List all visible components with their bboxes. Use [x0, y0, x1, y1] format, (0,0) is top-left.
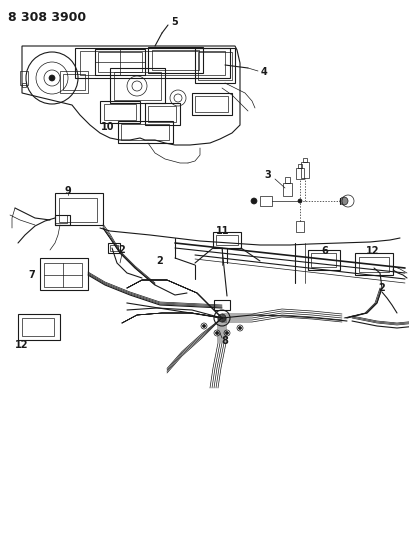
Circle shape [218, 314, 225, 322]
Text: 10: 10 [101, 122, 115, 132]
Text: 8 308 3900: 8 308 3900 [8, 11, 86, 24]
Bar [44, 263, 82, 287]
Text: 7: 7 [29, 270, 35, 280]
Bar [22, 318, 54, 336]
Bar [145, 103, 180, 125]
Text: 6: 6 [321, 246, 328, 256]
Text: 3: 3 [264, 170, 271, 180]
Bar [55, 215, 70, 225]
Bar [20, 71, 28, 85]
Bar [121, 124, 169, 140]
Bar [59, 198, 97, 222]
Bar [310, 253, 335, 267]
Bar [55, 215, 67, 223]
Bar [216, 235, 237, 245]
Bar [198, 52, 231, 80]
Bar [100, 101, 139, 123]
Bar [191, 93, 231, 115]
Bar [108, 243, 120, 253]
Text: 8: 8 [221, 336, 228, 346]
Bar [148, 47, 202, 73]
Bar [284, 177, 289, 183]
Bar [22, 83, 26, 87]
Bar [80, 51, 225, 75]
Bar [295, 221, 303, 232]
Text: 2: 2 [118, 245, 125, 255]
Text: 12: 12 [15, 340, 29, 350]
Text: 2: 2 [156, 256, 163, 266]
Bar [18, 314, 60, 340]
Text: 2: 2 [378, 283, 384, 293]
Bar [60, 71, 88, 93]
Bar [75, 48, 229, 78]
Bar [95, 49, 145, 75]
Bar [55, 193, 103, 225]
Bar [282, 183, 291, 196]
Bar [354, 253, 392, 275]
Circle shape [215, 332, 218, 335]
Text: 5: 5 [171, 17, 178, 27]
Bar [118, 121, 173, 143]
Bar [110, 68, 164, 103]
Text: 11: 11 [216, 226, 229, 236]
Bar [98, 52, 142, 72]
Bar [259, 196, 271, 206]
Bar [213, 300, 229, 310]
Bar [114, 72, 161, 100]
Circle shape [49, 75, 55, 81]
Bar [195, 96, 227, 112]
Circle shape [238, 327, 241, 329]
Bar [104, 104, 136, 120]
Circle shape [297, 199, 301, 203]
Bar [302, 158, 306, 162]
Text: 9: 9 [65, 186, 71, 196]
Bar [148, 106, 175, 122]
Bar [213, 232, 240, 248]
Bar [307, 250, 339, 270]
Circle shape [339, 197, 347, 205]
Bar [295, 168, 303, 179]
Circle shape [225, 332, 228, 335]
Bar [63, 74, 85, 90]
Bar [110, 245, 118, 251]
Text: 12: 12 [365, 246, 379, 256]
Bar [40, 258, 88, 290]
Bar [195, 48, 234, 83]
Bar [358, 257, 388, 272]
Circle shape [250, 198, 256, 204]
Bar [297, 164, 301, 168]
Bar [152, 50, 198, 70]
Bar [300, 162, 308, 178]
Circle shape [202, 325, 205, 327]
Text: 4: 4 [260, 67, 267, 77]
